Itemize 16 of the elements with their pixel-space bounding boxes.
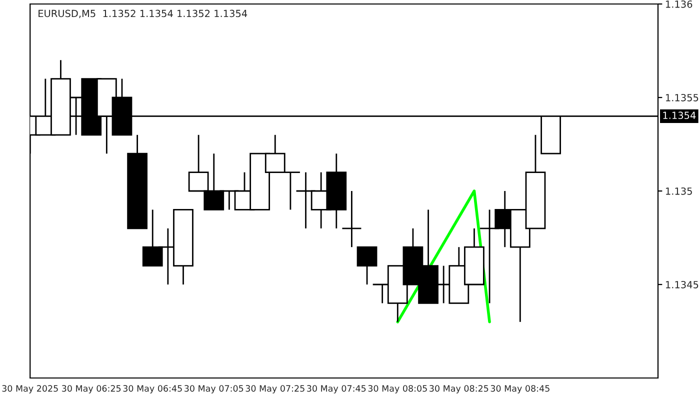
y-tick-label: 1.136 — [666, 0, 692, 8]
x-tick-label: 30 May 07:45 — [307, 385, 366, 394]
x-tick-label: 30 May 07:05 — [184, 385, 244, 394]
x-tick-label: 30 May 06:25 — [62, 385, 121, 394]
x-tick-label: 30 May 08:25 — [430, 385, 488, 394]
y-tick-label: 1.135 — [666, 187, 692, 195]
y-tick-label: 1.1355 — [666, 94, 698, 102]
candlestick — [342, 190, 362, 248]
x-tick-label: 30 May 08:05 — [368, 385, 427, 394]
y-tick-label: 1.1345 — [666, 280, 698, 288]
ref-line-label: 1.1354 — [663, 112, 696, 120]
x-tick-label: 30 May 07:25 — [246, 385, 304, 394]
x-tick-label: 30 May 08:45 — [490, 385, 550, 394]
x-tick-label: 30 May 2025 — [2, 385, 58, 394]
text: EURUSD,M5 1.1352 1.1354 1.1352 1.1354 — [38, 10, 248, 18]
x-tick-label: 30 May 06:45 — [123, 385, 182, 394]
